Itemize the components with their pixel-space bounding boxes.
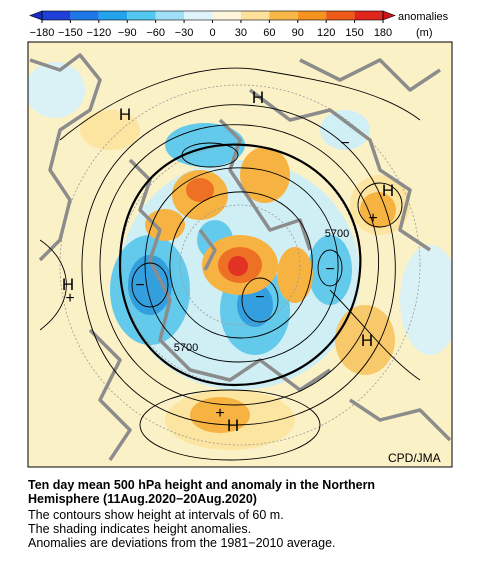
colorbar-end [382,10,396,21]
colorbar-swatch [155,11,185,20]
colorbar-tick-label: 30 [235,27,247,39]
caption-line: The shading indicates height anomalies. [28,522,252,536]
caption-line: The contours show height at intervals of… [28,508,284,522]
colorbar-tick-label: 180 [374,27,392,39]
colorbar: −180 −150 −120 −90 −60 −30 0 30 60 90 120 150 180 [29,10,396,39]
center-mark: + [215,405,224,422]
colorbar-swatch [297,11,327,20]
colorbar-label: anomalies [398,11,449,23]
contour-label: 5700 [325,228,349,240]
colorbar-tick-label: −30 [175,27,194,39]
colorbar-tick-label: −60 [146,27,165,39]
high-label: H [119,105,131,124]
center-mark: − [135,277,144,294]
colorbar-swatch [326,11,355,20]
high-label: H [361,331,373,350]
colorbar-tick-label: 90 [292,27,304,39]
colorbar-tick-label: −150 [58,27,83,39]
contour-label: 5700 [174,342,198,354]
center-mark: − [325,261,334,278]
colorbar-swatch [212,11,241,20]
colorbar-tick-label: 120 [317,27,335,39]
high-label: H [227,416,239,435]
center-mark: − [255,289,264,306]
colorbar-tick-label: 0 [209,27,215,39]
center-mark: + [368,210,377,227]
colorbar-tick-label: −90 [118,27,137,39]
credit: CPD/JMA [388,451,441,465]
colorbar-tick-label: −120 [86,27,111,39]
high-label: H [252,88,264,107]
figure: −180 −150 −120 −90 −60 −30 0 30 60 90 120 150 180 an… [27,10,453,468]
colorbar-tick-label: 60 [263,27,275,39]
colorbar-swatch [184,11,213,20]
colorbar-swatch [127,11,156,20]
colorbar-swatch [42,11,71,20]
caption-title: Ten day mean 500 hPa height and anomaly … [28,478,376,506]
colorbar-end [29,10,43,21]
high-label: H [62,275,74,294]
colorbar-swatch [70,11,99,20]
center-mark: − [340,135,349,152]
center-mark: + [65,290,74,307]
colorbar-swatch [240,11,270,20]
colorbar-tick-label: −180 [30,27,55,39]
colorbar-unit: (m) [416,27,433,39]
colorbar-swatch [269,11,298,20]
colorbar-swatch [98,11,128,20]
colorbar-tick-label: 150 [345,27,363,39]
high-label: H [382,181,394,200]
caption-line: Anomalies are deviations from the 1981−2… [28,536,336,550]
colorbar-swatch [354,11,383,20]
